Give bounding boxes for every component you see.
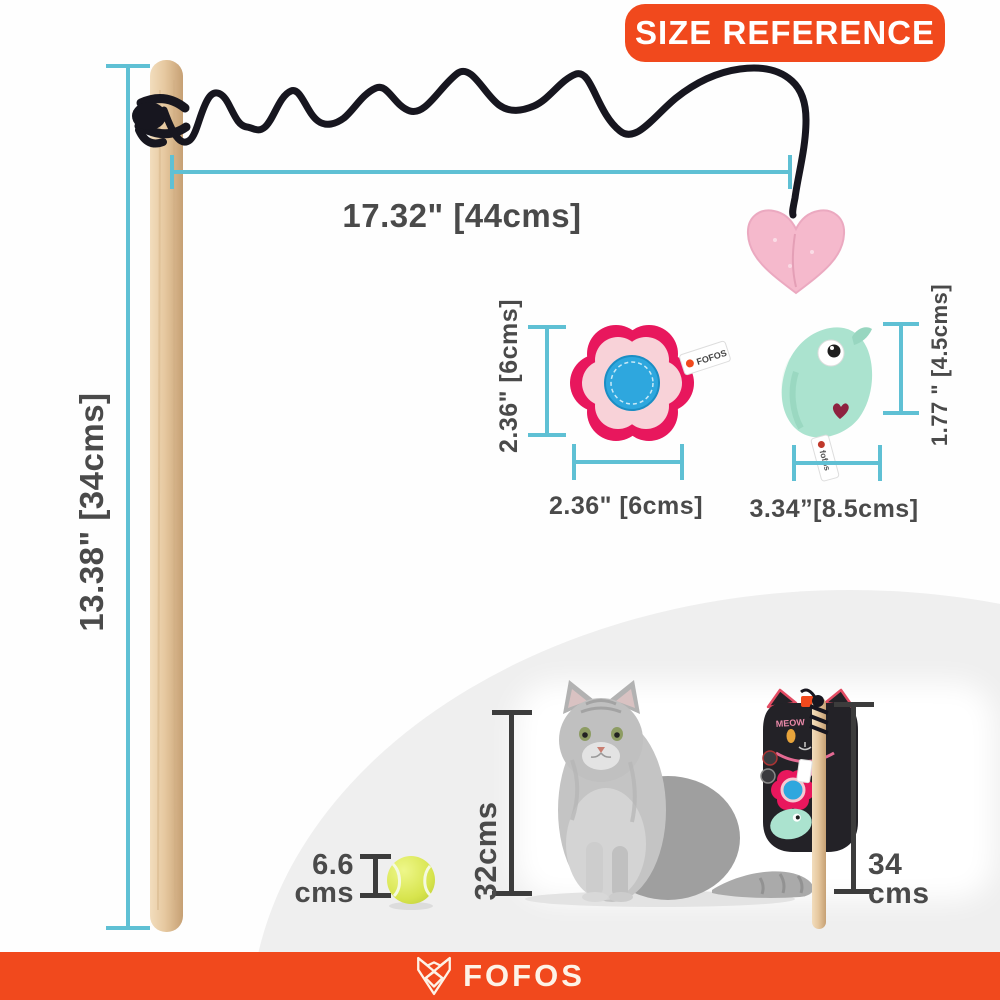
size-reference-banner: SIZE REFERENCE	[625, 4, 945, 62]
measure-tick	[883, 322, 919, 326]
string-length-measure-line	[172, 170, 790, 174]
footer-brand-label: FOFOS	[463, 958, 585, 993]
banner-label: SIZE REFERENCE	[634, 14, 936, 51]
flower-height-label: 2.36" [6cms]	[494, 298, 523, 454]
bird-height-label: 1.77 " [4.5cms]	[927, 283, 953, 447]
measure-tick	[360, 893, 391, 898]
bird-height-measure-line	[899, 324, 903, 414]
flower-height-measure-line	[545, 327, 549, 435]
stick-length-measure-line	[126, 66, 130, 930]
measure-tick	[492, 891, 532, 896]
package-tag	[796, 759, 813, 784]
flower-tag: FOFOS	[679, 340, 731, 376]
package-height-measure-line	[851, 704, 856, 894]
measure-tick	[106, 926, 150, 930]
ball-size-label: 6.6 cms	[294, 849, 354, 910]
wavy-string	[160, 64, 810, 219]
measure-tick	[792, 445, 796, 481]
measure-tick	[788, 155, 792, 189]
measure-tick	[572, 444, 576, 480]
fox-icon	[417, 956, 452, 996]
measure-tick	[528, 433, 566, 437]
measure-tick	[878, 445, 882, 481]
cat-height-measure-line	[509, 712, 514, 896]
bird-width-label: 3.34”[8.5cms]	[749, 495, 919, 523]
flower-width-measure-line	[574, 460, 682, 464]
tennis-ball	[387, 856, 435, 910]
bird-toy: fofos	[781, 327, 873, 482]
measure-tick	[680, 444, 684, 480]
package-height-label: 34 cms	[868, 848, 930, 911]
wand-stick	[150, 60, 183, 932]
bird-width-measure-line	[794, 461, 880, 465]
measure-tick	[360, 854, 391, 859]
cat-height-label: 32cms	[467, 801, 503, 901]
brand-footer: FOFOS	[0, 952, 1000, 1000]
measure-tick	[883, 411, 919, 415]
measure-tick	[528, 325, 566, 329]
package-stick	[812, 697, 826, 929]
measure-tick	[170, 155, 174, 189]
cat-photo	[525, 680, 814, 907]
measure-tick	[834, 702, 874, 707]
stick-length-label: 13.38" [34cms]	[72, 392, 110, 632]
measure-tick	[106, 64, 150, 68]
string-length-label: 17.32" [44cms]	[342, 197, 582, 234]
product-package: MEOW	[760, 688, 858, 929]
heart-toy	[746, 209, 846, 295]
measure-tick	[492, 710, 532, 715]
ball-size-measure-line	[373, 856, 378, 896]
string-knot	[132, 94, 191, 148]
flower-toy: FOFOS	[570, 325, 731, 441]
measure-tick	[834, 889, 874, 894]
package-brand-text: MEOW	[775, 717, 805, 729]
flower-width-label: 2.36" [6cms]	[548, 492, 704, 520]
bird-tag: fofos	[810, 434, 840, 482]
